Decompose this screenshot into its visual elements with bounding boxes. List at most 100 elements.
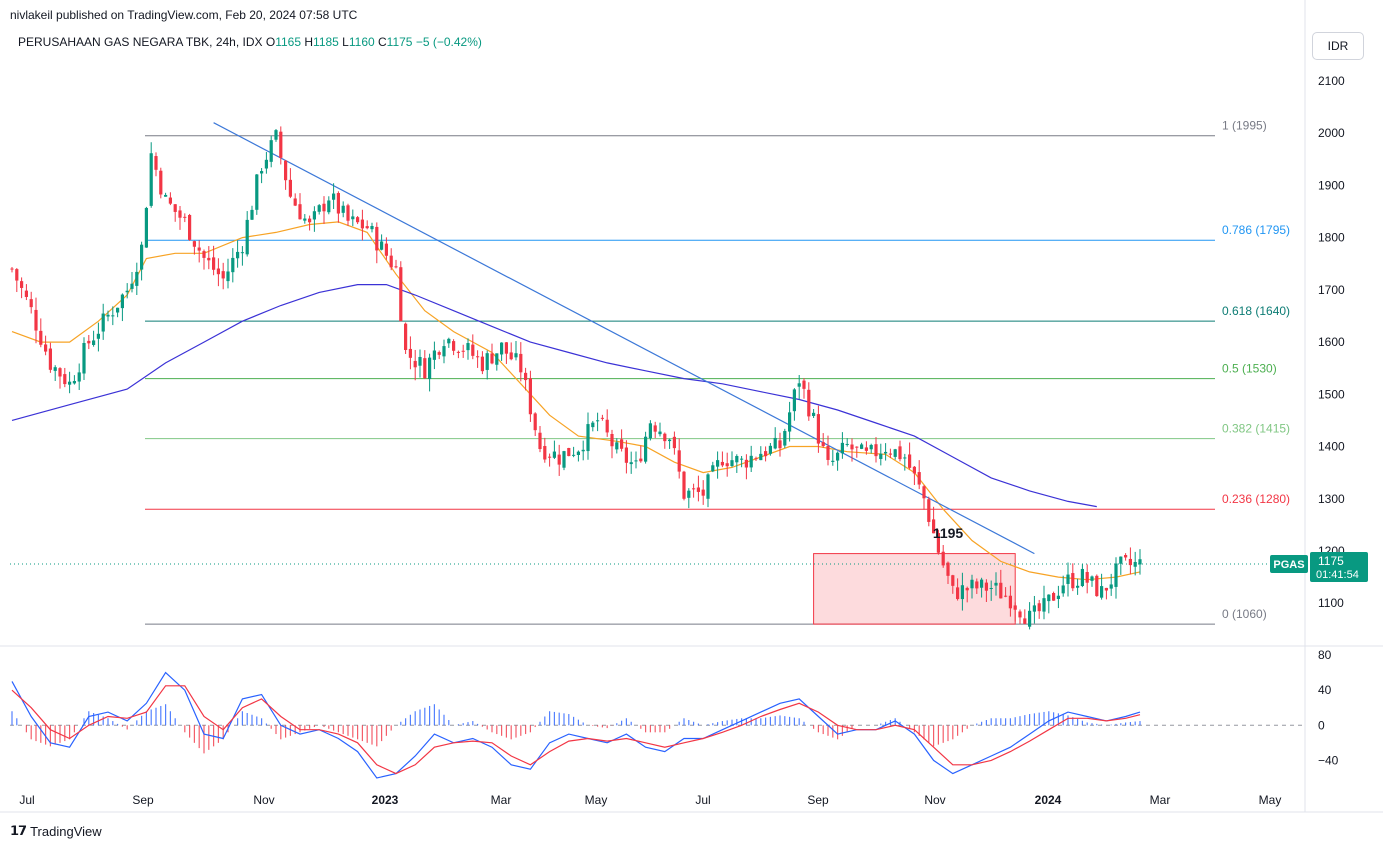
candle-body [802, 380, 806, 389]
candle-body [644, 436, 648, 462]
candle-body [480, 356, 484, 372]
x-tick-label: Mar [491, 793, 512, 807]
candle-body [437, 352, 441, 355]
candle-body [269, 140, 273, 162]
candle-body [96, 333, 100, 339]
candle-body [317, 205, 321, 212]
candle-body [720, 461, 724, 466]
y-tick-label: 1800 [1318, 231, 1345, 245]
candle-body [360, 219, 364, 229]
candle-body [1037, 603, 1041, 612]
candle-body [346, 205, 350, 221]
signal-line [11, 685, 1141, 775]
candle-body [591, 422, 595, 428]
candle-body [418, 356, 422, 366]
candle-body [111, 315, 115, 317]
ohlc-h: H1185 [301, 35, 339, 49]
candle-body [87, 340, 91, 344]
candle-body [490, 353, 494, 364]
y-tick-label: 1900 [1318, 178, 1345, 192]
candle-body [336, 193, 340, 214]
candle-body [706, 474, 710, 499]
candle-body [783, 431, 787, 446]
candle-body [63, 374, 67, 385]
candle-body [956, 587, 960, 600]
candle-body [759, 453, 763, 461]
candle-body [212, 257, 216, 270]
candle-body [58, 368, 62, 377]
candle-body [284, 160, 288, 181]
candle-body [303, 218, 307, 221]
y-tick-label: 1300 [1318, 492, 1345, 506]
candle-body [994, 582, 998, 586]
osc-y-tick-label: 0 [1318, 718, 1325, 732]
candle-body [908, 454, 912, 468]
candle-body [932, 519, 936, 534]
fast-moving-average-line [11, 221, 1141, 581]
candle-body [893, 449, 897, 457]
candle-body [744, 459, 748, 468]
trendline [213, 122, 1035, 555]
candle-body [20, 281, 24, 288]
candle-body [192, 241, 196, 247]
candle-body [768, 445, 772, 454]
candle-body [586, 424, 590, 452]
osc-y-tick-label: 40 [1318, 683, 1332, 697]
fib-level-label: 0.382 (1415) [1222, 422, 1290, 436]
candle-body [279, 131, 283, 158]
candle-body [164, 194, 168, 197]
candle-body [413, 360, 417, 368]
x-tick-label: Jul [695, 793, 710, 807]
candle-body [965, 587, 969, 591]
candle-body [168, 197, 172, 204]
x-tick-label: Nov [253, 793, 274, 807]
candle-body [552, 451, 556, 458]
x-tick-label: Sep [807, 793, 829, 807]
candle-body [312, 211, 316, 220]
osc-y-tick-label: −40 [1318, 753, 1339, 767]
candle-body [288, 179, 292, 197]
candle-body [149, 153, 153, 206]
price-change: −5 (−0.42%) [415, 35, 482, 49]
fib-level-label: 0.236 (1280) [1222, 492, 1290, 506]
published-by-line: nivlakeil published on TradingView.com, … [10, 8, 358, 22]
candle-body [135, 271, 139, 286]
candle-body [240, 252, 244, 254]
candle-body [960, 585, 964, 600]
candle-body [34, 309, 38, 331]
candle-body [600, 417, 604, 419]
candle-body [82, 342, 86, 374]
candle-body [389, 255, 393, 268]
candle-body [1028, 610, 1032, 627]
brand-footer: 𝟭𝟳 TradingView [10, 823, 102, 839]
ohlc-values: O1165 H1185 L1160 C1175 [266, 35, 413, 49]
candle-body [106, 314, 110, 317]
candle-body [44, 344, 48, 352]
currency-button[interactable]: IDR [1312, 32, 1364, 60]
candle-body [845, 443, 849, 445]
candle-body [888, 453, 892, 455]
candle-body [989, 588, 993, 590]
candle-body [322, 203, 326, 212]
candle-body [975, 581, 979, 589]
candle-body [1085, 572, 1089, 583]
candle-body [101, 313, 105, 332]
fib-level-label: 1 (1995) [1222, 119, 1267, 133]
candle-body [423, 358, 427, 379]
y-tick-label: 1100 [1318, 596, 1344, 610]
candle-body [855, 446, 859, 448]
candle-body [927, 499, 931, 522]
candle-body [509, 352, 513, 360]
candle-body [1018, 611, 1022, 618]
candle-body [197, 247, 201, 251]
candle-body [1056, 595, 1060, 599]
candle-body [615, 442, 619, 450]
candle-body [692, 488, 696, 490]
candle-body [567, 448, 571, 457]
candle-body [850, 444, 854, 450]
candle-body [1133, 561, 1137, 567]
candle-body [792, 389, 796, 412]
candle-body [816, 414, 820, 444]
symbol-title: PERUSAHAAN GAS NEGARA TBK, 24h, IDX [18, 35, 263, 49]
